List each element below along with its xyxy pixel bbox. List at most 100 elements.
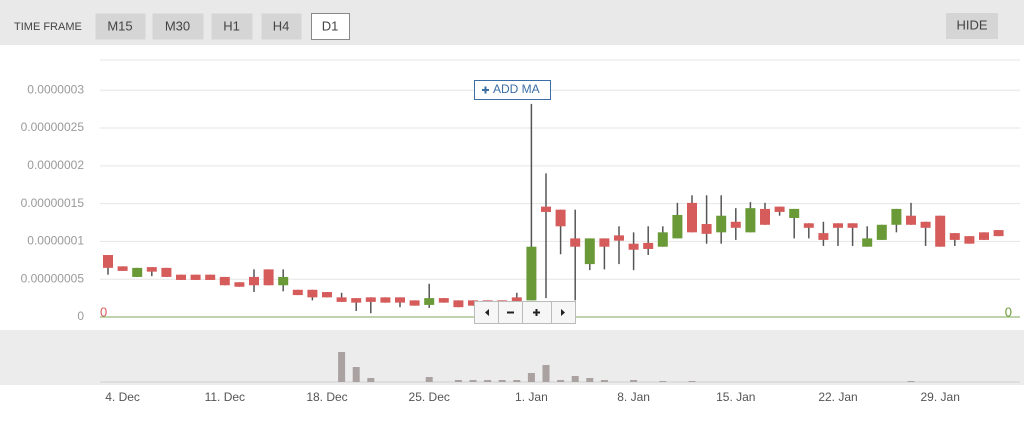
nav-buttons[interactable] xyxy=(474,301,576,324)
volume-bar xyxy=(688,381,696,382)
plus-icon xyxy=(533,309,540,316)
volume-bar xyxy=(571,376,579,382)
candle-body xyxy=(409,300,420,306)
timeframe-buttons: M15 M30 H1 H4 D1 xyxy=(95,13,350,40)
y-tick-label: 0.00000015 xyxy=(21,196,85,210)
candle-body xyxy=(964,236,975,244)
candle-body xyxy=(438,298,449,303)
candle-body xyxy=(541,206,551,212)
candle-body xyxy=(453,300,464,308)
volume-bar xyxy=(557,380,565,382)
timeframe-label[interactable]: D1 xyxy=(322,18,339,33)
volume-bar xyxy=(338,352,346,382)
candle-body xyxy=(687,202,697,233)
x-tick-label: 22. Jan xyxy=(818,390,857,404)
volume-bar xyxy=(513,380,521,382)
right-arrow xyxy=(561,309,565,316)
volume-bar xyxy=(498,380,506,382)
candle-body xyxy=(526,246,537,301)
volume-bar xyxy=(527,373,535,382)
y-tick-label: 0.0000003 xyxy=(27,82,84,96)
candle-body xyxy=(614,235,624,241)
timeframe-label: TIME FRAME xyxy=(14,21,82,33)
candle-body xyxy=(307,289,318,298)
volume-bar xyxy=(367,378,375,382)
candle-body xyxy=(380,297,391,303)
candle-body xyxy=(263,269,274,286)
timeframe-button[interactable] xyxy=(95,13,146,40)
candle-body xyxy=(132,267,143,277)
candles xyxy=(103,103,1004,314)
x-tick-label: 15. Jan xyxy=(716,390,755,404)
candle-body xyxy=(205,274,216,280)
candle-body xyxy=(701,224,712,234)
candle-body xyxy=(628,243,639,250)
volume-bars xyxy=(338,352,915,382)
x-tick-label: 25. Dec xyxy=(409,390,450,404)
timeframe-button[interactable] xyxy=(152,13,204,40)
x-tick-label: 1. Jan xyxy=(515,390,548,404)
timeframe-button[interactable] xyxy=(261,13,302,40)
volume-bar xyxy=(425,377,433,382)
volume-bar xyxy=(469,380,477,382)
candle-body xyxy=(847,223,858,228)
candle-body xyxy=(249,276,259,286)
volume-area xyxy=(0,330,1024,385)
x-tick-label: 8. Jan xyxy=(617,390,650,404)
volume-bar xyxy=(659,381,667,382)
candle-body xyxy=(336,297,347,302)
candle-body xyxy=(292,289,303,296)
candle-body xyxy=(599,238,610,247)
candle-body xyxy=(745,208,756,233)
candle-body xyxy=(190,274,201,280)
candle-body xyxy=(876,224,887,240)
add-ma-label[interactable]: ADD MA xyxy=(493,82,540,96)
candle-body xyxy=(818,233,829,240)
candle-body xyxy=(351,298,362,303)
y-tick-label: 0.00000005 xyxy=(21,271,85,285)
candle-body xyxy=(657,232,668,247)
candle-body xyxy=(570,238,581,247)
candle-body xyxy=(643,242,654,249)
volume-bar xyxy=(600,380,608,382)
timeframe-button[interactable] xyxy=(211,13,253,40)
candle-body xyxy=(979,232,989,240)
timeframe-label[interactable]: H4 xyxy=(273,18,290,33)
volume-bar xyxy=(907,381,915,382)
candle-body xyxy=(803,223,814,228)
volume-bar xyxy=(484,380,492,382)
timeframe-label[interactable]: H1 xyxy=(223,18,240,33)
volume-bar xyxy=(454,380,462,382)
candle-body xyxy=(424,298,435,305)
add-ma-button[interactable] xyxy=(474,80,551,100)
volume-bar xyxy=(586,378,594,382)
timeframe-label[interactable]: M30 xyxy=(165,18,190,33)
timeframe-button[interactable] xyxy=(311,13,350,40)
candle-body xyxy=(365,297,376,302)
candle-body xyxy=(219,276,230,286)
candle-body xyxy=(117,266,128,271)
candle-body xyxy=(730,221,741,228)
price-label-left: 0 xyxy=(100,304,107,319)
candle-body xyxy=(789,208,800,218)
candle-body xyxy=(949,233,960,240)
y-tick-label: 0.0000001 xyxy=(27,234,84,248)
candle-body xyxy=(395,297,405,303)
candle-body xyxy=(862,238,873,247)
hide-label[interactable]: HIDE xyxy=(956,17,987,32)
candle-body xyxy=(716,215,727,233)
candle-body xyxy=(468,300,478,306)
candle-body xyxy=(555,209,566,227)
candle-body xyxy=(584,238,595,265)
candle-body xyxy=(891,208,902,225)
timeframe-label[interactable]: M15 xyxy=(107,18,132,33)
candle-body xyxy=(774,206,785,212)
candle-body xyxy=(278,276,289,286)
volume-bar xyxy=(542,365,550,382)
candle-body xyxy=(760,208,770,225)
candle-body xyxy=(511,297,522,302)
left-arrow xyxy=(485,309,489,316)
hide-button[interactable] xyxy=(946,13,998,39)
candle-body xyxy=(161,267,172,277)
